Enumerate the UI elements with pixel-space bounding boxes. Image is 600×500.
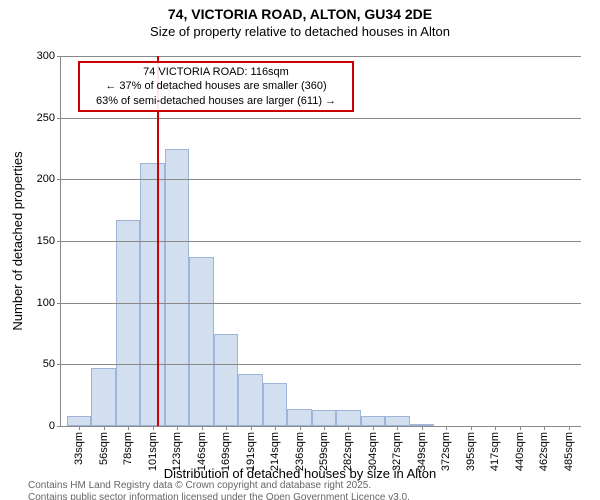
x-tick-mark — [128, 426, 129, 430]
histogram-bar — [67, 416, 91, 426]
histogram-bar — [116, 220, 140, 426]
x-tick-mark — [104, 426, 105, 430]
histogram-bar — [312, 410, 336, 426]
histogram-bar — [361, 416, 385, 426]
histogram-bar — [140, 163, 164, 426]
y-gridline — [61, 241, 581, 242]
y-gridline — [61, 56, 581, 57]
histogram-bar — [385, 416, 409, 426]
y-tick-label: 0 — [49, 420, 55, 432]
y-axis-label: Number of detached properties — [10, 151, 25, 330]
x-axis-label: Distribution of detached houses by size … — [0, 466, 600, 481]
annotation-line-3: 63% of semi-detached houses are larger (… — [86, 94, 346, 108]
y-gridline — [61, 303, 581, 304]
y-tick-label: 200 — [37, 173, 55, 185]
y-tick-label: 50 — [43, 358, 55, 370]
x-tick-mark — [544, 426, 545, 430]
y-tick-label: 300 — [37, 50, 55, 62]
x-tick-mark — [202, 426, 203, 430]
x-tick-mark — [569, 426, 570, 430]
x-tick-mark — [520, 426, 521, 430]
x-tick-mark — [373, 426, 374, 430]
x-tick-mark — [397, 426, 398, 430]
page-title: 74, VICTORIA ROAD, ALTON, GU34 2DE — [0, 6, 600, 22]
x-tick-mark — [324, 426, 325, 430]
page-subtitle: Size of property relative to detached ho… — [0, 24, 600, 39]
y-tick-mark — [57, 364, 61, 365]
footer-attribution: Contains HM Land Registry data © Crown c… — [28, 480, 410, 500]
x-tick-mark — [251, 426, 252, 430]
x-tick-mark — [177, 426, 178, 430]
annotation-line-2: ← 37% of detached houses are smaller (36… — [86, 79, 346, 93]
x-tick-label: 33sqm — [73, 432, 85, 465]
x-tick-mark — [422, 426, 423, 430]
y-tick-mark — [57, 303, 61, 304]
histogram-bar — [91, 368, 115, 426]
y-tick-mark — [57, 118, 61, 119]
y-tick-mark — [57, 241, 61, 242]
histogram-bar — [287, 409, 311, 426]
y-tick-mark — [57, 179, 61, 180]
x-tick-mark — [300, 426, 301, 430]
x-tick-mark — [348, 426, 349, 430]
histogram-bar — [263, 383, 287, 426]
x-tick-mark — [226, 426, 227, 430]
y-tick-mark — [57, 426, 61, 427]
x-tick-mark — [79, 426, 80, 430]
histogram-bar — [165, 149, 189, 427]
x-tick-mark — [471, 426, 472, 430]
histogram-bar — [336, 410, 360, 426]
y-tick-label: 250 — [37, 112, 55, 124]
y-tick-mark — [57, 56, 61, 57]
x-tick-mark — [275, 426, 276, 430]
x-tick-mark — [153, 426, 154, 430]
histogram-bar — [189, 257, 213, 426]
annotation-box: 74 VICTORIA ROAD: 116sqm← 37% of detache… — [78, 61, 354, 112]
x-tick-mark — [446, 426, 447, 430]
y-gridline — [61, 179, 581, 180]
annotation-line-1: 74 VICTORIA ROAD: 116sqm — [86, 65, 346, 79]
histogram-bar — [238, 374, 262, 426]
chart-container: 74, VICTORIA ROAD, ALTON, GU34 2DE Size … — [0, 6, 600, 500]
y-gridline — [61, 364, 581, 365]
y-tick-label: 100 — [37, 297, 55, 309]
x-tick-mark — [495, 426, 496, 430]
x-tick-label: 56sqm — [98, 432, 110, 465]
footer-line-1: Contains HM Land Registry data © Crown c… — [28, 480, 410, 492]
y-tick-label: 150 — [37, 235, 55, 247]
y-gridline — [61, 118, 581, 119]
x-tick-label: 78sqm — [122, 432, 134, 465]
footer-line-2: Contains public sector information licen… — [28, 492, 410, 500]
histogram-bar — [214, 334, 238, 427]
